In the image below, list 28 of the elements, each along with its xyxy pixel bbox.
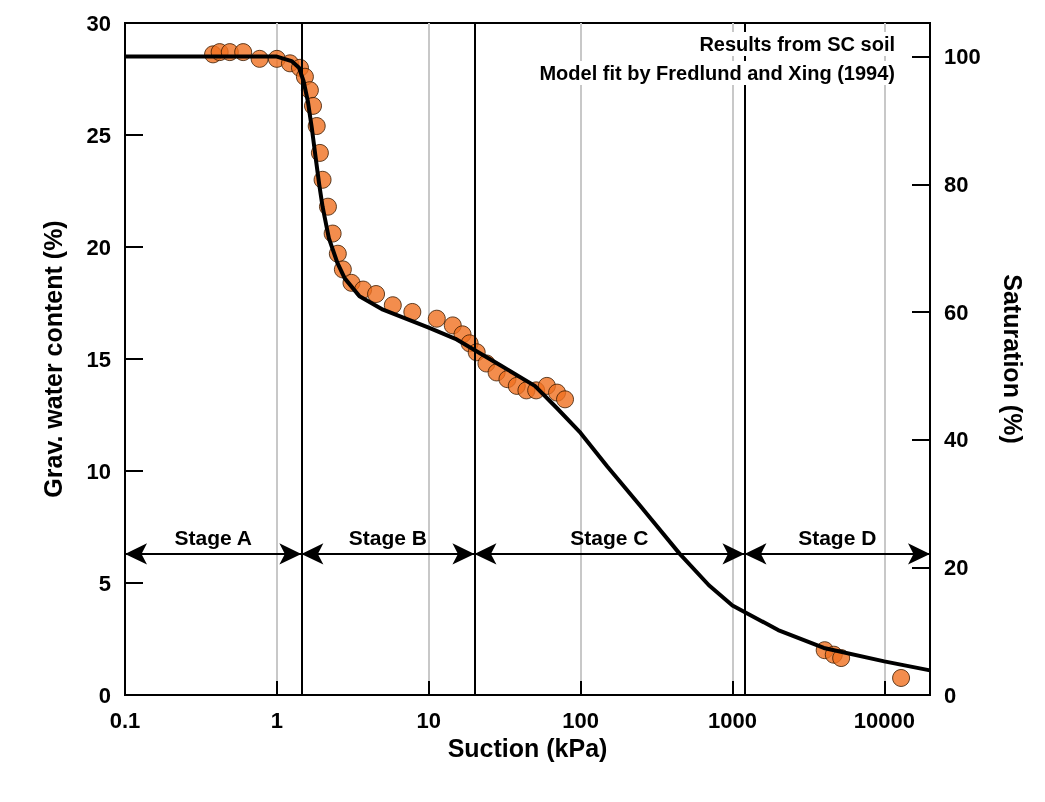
annotation: Results from SC soil: [699, 33, 896, 55]
x-tick-label: 0.1: [109, 707, 141, 733]
y-tick-label: 25: [86, 122, 111, 148]
x-tick-label: 1000: [707, 707, 757, 733]
y-axis-title: Grav. water content (%): [38, 220, 67, 498]
x-tick-label: 10000: [853, 707, 915, 733]
y2-tick-label: 20: [944, 554, 969, 580]
y-tick-label: 5: [98, 570, 111, 596]
y-tick-label: 30: [86, 10, 111, 36]
x-tick-label: 100: [562, 707, 599, 733]
y2-tick-label: 40: [944, 427, 969, 453]
annotation: Stage A: [174, 525, 252, 549]
y-tick-label: 15: [86, 346, 111, 372]
y-tick-label: 0: [98, 682, 111, 708]
y2-tick-label: 80: [944, 171, 969, 197]
annotation: Stage D: [798, 525, 877, 549]
y2-axis-title: Saturation (%): [998, 274, 1027, 444]
annotation: Model fit by Fredlund and Xing (1994): [539, 62, 895, 84]
y2-tick-label: 100: [944, 44, 981, 70]
y2-tick-label: 0: [944, 682, 957, 708]
y2-tick-label: 60: [944, 299, 969, 325]
y-tick-label: 20: [86, 234, 111, 260]
x-tick-label: 1: [270, 707, 283, 733]
y-tick-label: 10: [86, 458, 111, 484]
x-tick-label: 10: [416, 707, 441, 733]
x-axis-title: Suction (kPa): [447, 734, 608, 763]
annotation: Stage B: [348, 525, 427, 549]
annotation: Stage C: [570, 525, 649, 549]
